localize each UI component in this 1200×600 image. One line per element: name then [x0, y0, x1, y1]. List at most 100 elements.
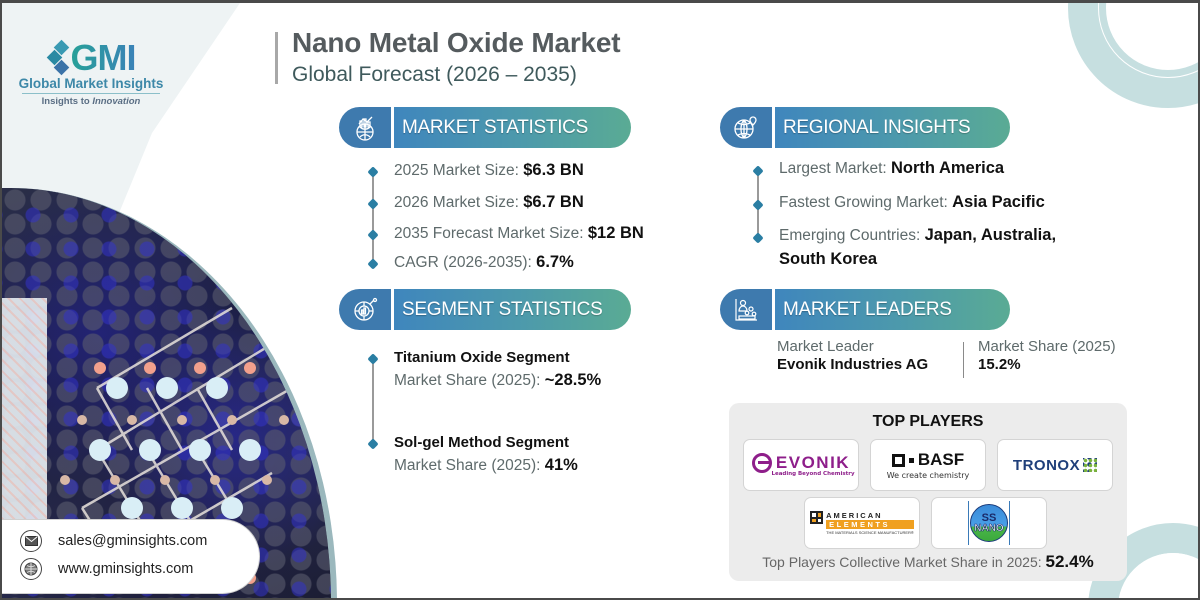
segment-share-label: Market Share (2025): [394, 372, 545, 389]
stat-value: 6.7% [536, 253, 574, 271]
bullet-diamond-icon [367, 258, 379, 270]
page-title: Nano Metal Oxide Market [292, 27, 621, 58]
player-name: BASF [917, 450, 965, 469]
segment-statistics-header: SEGMENT STATISTICS [339, 289, 631, 330]
player-card-tronox[interactable]: TRONOX [997, 439, 1113, 491]
market-statistics-title: MARKET STATISTICS [394, 107, 631, 148]
region-label: Fastest Growing Market: [779, 194, 953, 211]
region-item-continued: South Korea [757, 250, 1056, 274]
region-item: Fastest Growing Market: Asia Pacific [752, 193, 1056, 226]
segment-item: Sol-gel Method Segment [367, 434, 601, 456]
page-subtitle: Global Forecast (2026 – 2035) [292, 63, 577, 86]
title-accent-bar [275, 32, 278, 84]
region-label: Largest Market: [779, 160, 891, 177]
player-tagline: THE MATERIALS SCIENCE MANUFACTURER® [826, 530, 914, 535]
bullet-diamond-icon [367, 229, 379, 241]
ss-nano-logo-icon: SS NANO [968, 501, 1010, 545]
segment-title: Titanium Oxide Segment [394, 349, 570, 366]
stat-item: 2035 Forecast Market Size: $12 BN [367, 224, 644, 253]
stat-value: $12 BN [587, 224, 644, 242]
lattice-sheet-graphic [2, 298, 47, 528]
region-value: Asia Pacific [952, 193, 1045, 211]
molecular-lattice-graphic [60, 306, 293, 589]
region-value: Japan, Australia, [924, 226, 1057, 244]
diamond-logo-icon [46, 39, 69, 76]
player-name: EVONIK [775, 453, 851, 472]
player-name: AMERICAN [826, 511, 883, 520]
segment-statistics-list: Titanium Oxide Segment Market Share (202… [367, 349, 601, 478]
globe-pin-icon [720, 107, 772, 148]
market-share-block: Market Share (2025) 15.2% [978, 338, 1116, 373]
market-share-value: 15.2% [978, 356, 1021, 373]
segment-chart-icon [339, 289, 391, 330]
bullet-diamond-icon [752, 232, 764, 244]
stat-value: $6.3 BN [523, 161, 584, 179]
logo-wordmark: GMI [70, 37, 137, 78]
stat-label: 2026 Market Size: [394, 194, 524, 211]
market-statistics-list: 2025 Market Size: $6.3 BN 2026 Market Si… [367, 161, 644, 281]
segment-item: Titanium Oxide Segment [367, 349, 601, 371]
player-tagline: Leading Beyond Chemistry [771, 471, 855, 477]
globe-icon [20, 558, 42, 580]
timeline-rail [372, 359, 374, 444]
collective-share: Top Players Collective Market Share in 2… [729, 552, 1127, 572]
website-link[interactable]: www.gminsights.com [58, 561, 194, 577]
market-leaders-title: MARKET LEADERS [775, 289, 1010, 330]
contact-email[interactable]: sales@gminsights.com [20, 530, 207, 552]
stat-item: 2025 Market Size: $6.3 BN [367, 161, 644, 193]
stat-item: CAGR (2026-2035): 6.7% [367, 253, 644, 281]
segment-statistics-title: SEGMENT STATISTICS [394, 289, 631, 330]
segment-share: Market Share (2025): 41% [372, 456, 601, 478]
bullet-diamond-icon [752, 199, 764, 211]
segment-share: Market Share (2025): ~28.5% [372, 371, 601, 434]
player-card-evonik[interactable]: EVONIK Leading Beyond Chemistry [743, 439, 859, 491]
leader-divider [963, 342, 964, 378]
top-players-title: TOP PLAYERS [872, 413, 984, 430]
envelope-icon [20, 530, 42, 552]
logo-divider [22, 93, 160, 94]
bullet-diamond-icon [367, 438, 379, 450]
region-value: North America [891, 159, 1005, 177]
segment-share-label: Market Share (2025): [394, 457, 545, 474]
market-leader-label: Market Leader [777, 338, 874, 355]
player-card-basf[interactable]: BASF We create chemistry [870, 439, 986, 491]
player-card-american-elements[interactable]: AMERICAN ELEMENTS THE MATERIALS SCIENCE … [804, 497, 920, 549]
segment-title: Sol-gel Method Segment [394, 434, 570, 451]
email-link[interactable]: sales@gminsights.com [58, 533, 208, 549]
logo-mark: GMI [16, 37, 166, 78]
bullet-diamond-icon [367, 353, 379, 365]
regional-insights-title: REGIONAL INSIGHTS [775, 107, 1010, 148]
market-leaders-header: MARKET LEADERS [720, 289, 1010, 330]
stat-label: CAGR (2026-2035): [394, 254, 537, 271]
market-statistics-header: MARKET STATISTICS [339, 107, 631, 148]
player-name: TRONOX [1012, 456, 1081, 474]
bullet-diamond-icon [367, 198, 379, 210]
regional-insights-header: REGIONAL INSIGHTS [720, 107, 1010, 148]
player-name-line2: NANO [974, 522, 1004, 534]
market-leader-block: Market Leader Evonik Industries AG [777, 338, 928, 373]
player-name: SS [981, 511, 997, 524]
tronox-dots-icon [1083, 458, 1098, 472]
top-players-panel: TOP PLAYERS EVONIK Leading Beyond Chemis… [729, 403, 1127, 581]
contact-box: sales@gminsights.com www.gminsights.com [2, 519, 260, 594]
tagline-prefix: Insights to [41, 96, 93, 107]
segment-share-value: ~28.5% [544, 371, 602, 389]
player-name-line2: ELEMENTS [826, 520, 914, 529]
evonik-logo-icon [751, 453, 772, 473]
company-tagline: Insights to Innovation [16, 96, 166, 107]
player-tagline: We create chemistry [886, 471, 970, 480]
region-item: Emerging Countries: Japan, Australia, [752, 226, 1057, 250]
contact-website[interactable]: www.gminsights.com [20, 558, 193, 580]
gmi-logo[interactable]: GMI Global Market Insights Insights to I… [16, 37, 166, 107]
stat-value: $6.7 BN [523, 193, 584, 211]
bullet-diamond-icon [752, 165, 764, 177]
basf-dot-icon [908, 457, 914, 463]
stat-label: 2025 Market Size: [394, 162, 524, 179]
region-item: Largest Market: North America [752, 159, 1056, 193]
market-share-label: Market Share (2025) [978, 338, 1116, 355]
american-elements-logo-icon [810, 511, 824, 524]
player-card-ss-nano[interactable]: SS NANO [931, 497, 1047, 549]
collective-share-value: 52.4% [1045, 552, 1094, 571]
region-value-continued: South Korea [779, 250, 878, 268]
